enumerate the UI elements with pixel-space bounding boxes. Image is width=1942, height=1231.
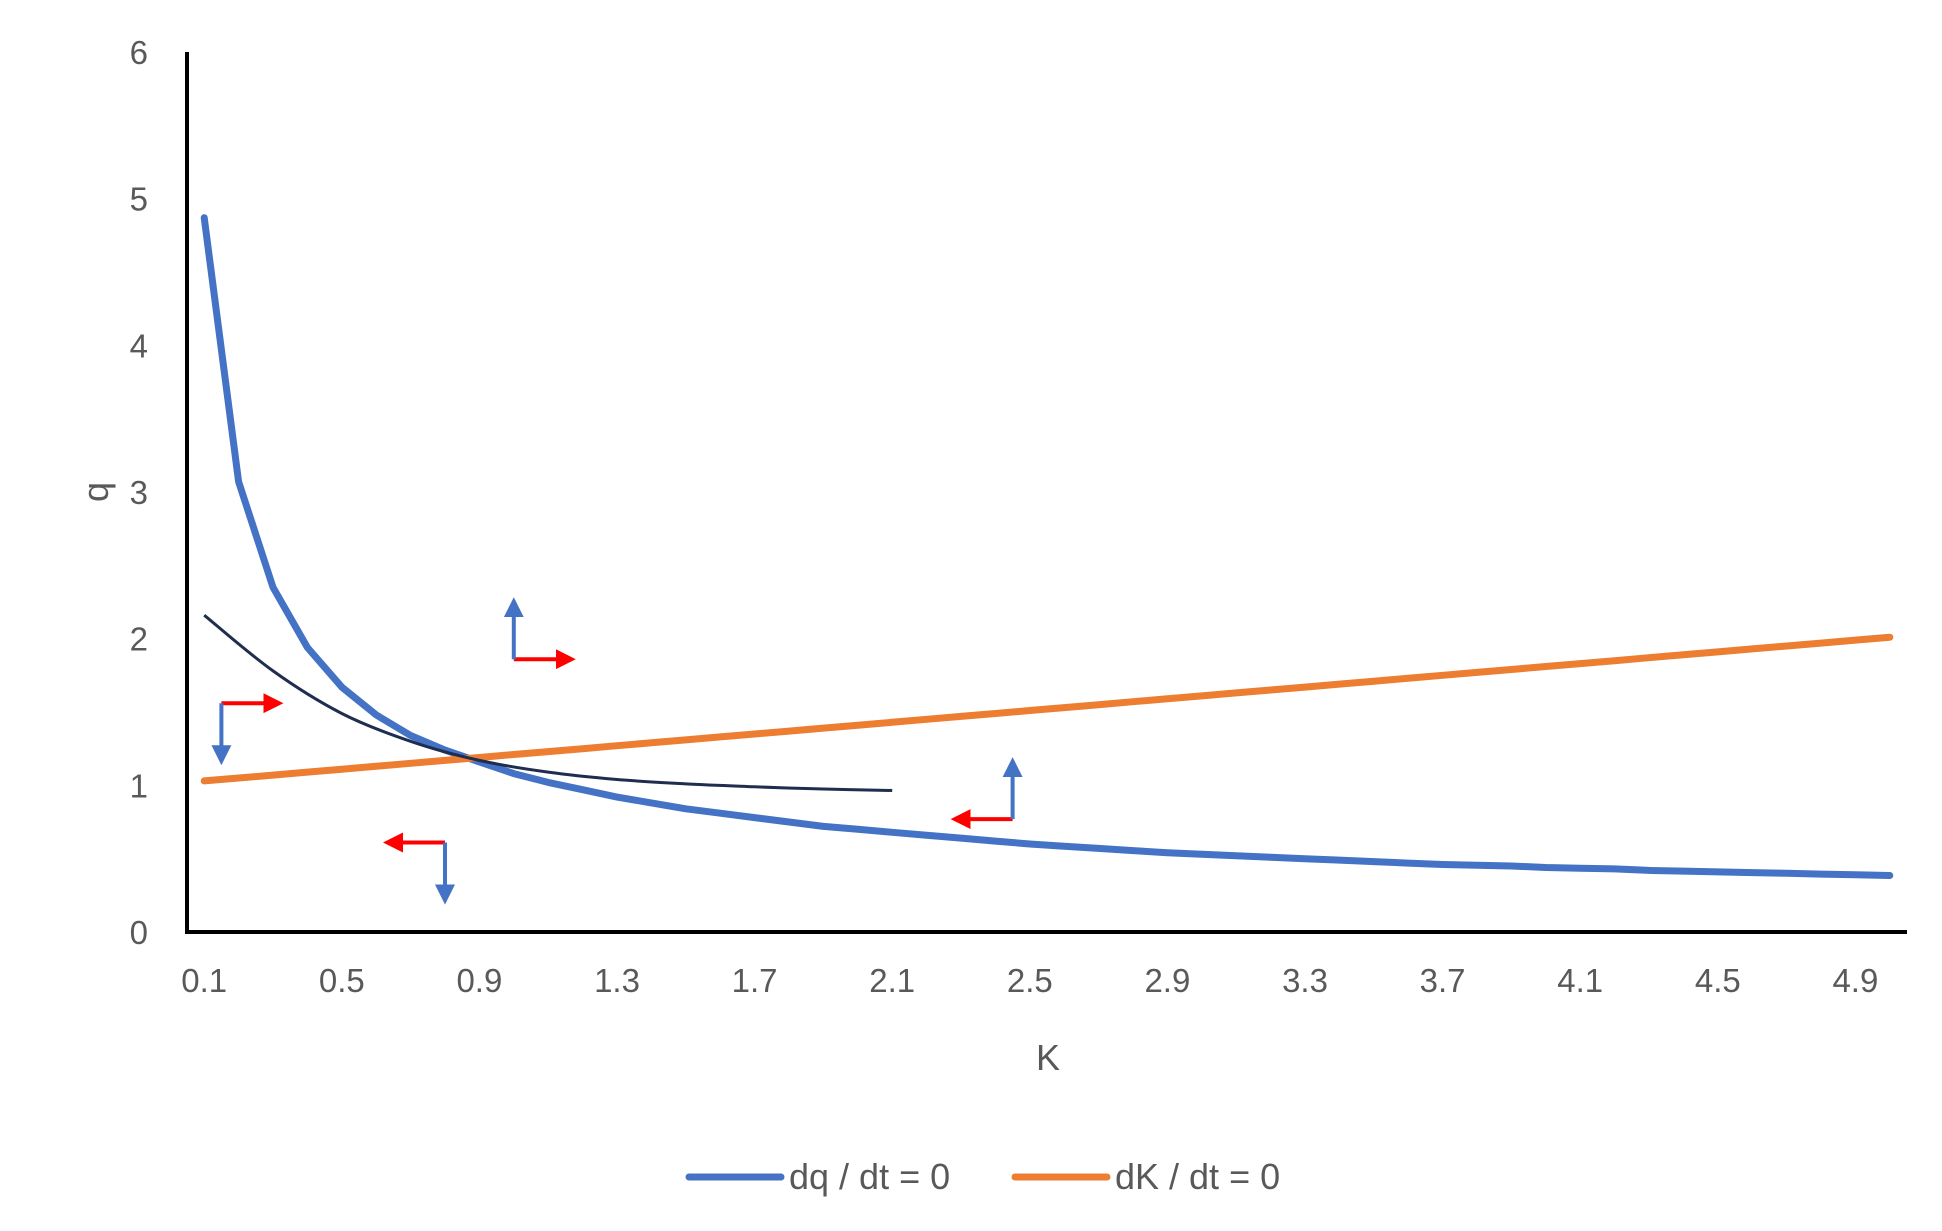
x-tick-label: 1.7 bbox=[732, 962, 778, 999]
x-tick-label: 4.5 bbox=[1695, 962, 1741, 999]
y-tick-label: 6 bbox=[130, 34, 148, 71]
x-tick-label: 2.9 bbox=[1144, 962, 1190, 999]
x-tick-label: 3.3 bbox=[1282, 962, 1328, 999]
phase-arrow-upper-right bbox=[503, 597, 576, 670]
y-tick-label: 3 bbox=[130, 474, 148, 511]
y-tick-label: 5 bbox=[130, 181, 148, 218]
phase-arrow-lower-right bbox=[950, 757, 1023, 830]
y-tick-label: 1 bbox=[130, 767, 148, 804]
x-axis-title: K bbox=[1036, 1037, 1060, 1078]
phase-arrows bbox=[211, 597, 1023, 905]
legend-label-dq: dq / dt = 0 bbox=[789, 1156, 950, 1197]
x-tick-label: 2.5 bbox=[1007, 962, 1053, 999]
phase-arrow-lower-left bbox=[383, 832, 455, 905]
x-tick-labels: 0.1 0.5 0.9 1.3 1.7 2.1 2.5 2.9 3.3 3.7 4.1 4.5 4.9 bbox=[181, 962, 1878, 999]
x-tick-label: 4.1 bbox=[1557, 962, 1603, 999]
series-line-dq-dt bbox=[200, 214, 1894, 879]
y-tick-label: 2 bbox=[130, 621, 148, 658]
plot-area bbox=[185, 52, 1907, 934]
series-layer bbox=[200, 214, 1894, 879]
x-tick-label: 0.1 bbox=[181, 962, 227, 999]
x-tick-label: 4.9 bbox=[1832, 962, 1878, 999]
x-tick-label: 0.5 bbox=[319, 962, 365, 999]
y-tick-labels: 0 1 2 3 4 5 6 bbox=[130, 34, 148, 951]
x-tick-label: 2.1 bbox=[869, 962, 915, 999]
series-line-dk-dt bbox=[200, 633, 1894, 785]
y-axis-title: q bbox=[75, 482, 116, 502]
y-tick-label: 4 bbox=[130, 327, 148, 364]
x-tick-label: 0.9 bbox=[456, 962, 502, 999]
y-tick-label: 0 bbox=[130, 914, 148, 951]
x-tick-label: 3.7 bbox=[1420, 962, 1466, 999]
phase-arrow-upper-left bbox=[211, 693, 284, 766]
x-tick-label: 1.3 bbox=[594, 962, 640, 999]
legend-label-dk: dK / dt = 0 bbox=[1115, 1156, 1280, 1197]
saddle-path-line bbox=[203, 614, 893, 792]
legend: dq / dt = 0 dK / dt = 0 bbox=[685, 1156, 1280, 1197]
